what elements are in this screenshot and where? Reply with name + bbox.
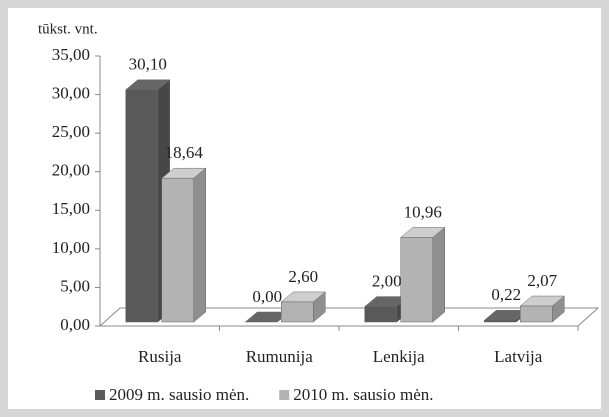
value-label: 30,10 — [129, 55, 167, 74]
x-tick-label: Lenkija — [373, 347, 425, 366]
bar-side — [432, 226, 445, 323]
floor — [98, 307, 600, 327]
value-label: 0,22 — [491, 285, 521, 304]
y-tick-label: 35,00 — [52, 45, 90, 64]
bar — [125, 79, 171, 323]
y-axis-label: tūkst. vnt. — [38, 21, 98, 37]
value-label: 10,96 — [404, 202, 442, 221]
bar — [519, 295, 565, 323]
bar-front — [520, 305, 553, 323]
x-tick-label: Latvija — [494, 347, 543, 366]
bar-front — [484, 320, 517, 323]
y-tick-label: 25,00 — [52, 122, 90, 141]
legend-swatch — [279, 390, 290, 400]
bar-front — [400, 237, 433, 323]
bar-front — [161, 177, 194, 323]
bar-front — [125, 89, 158, 323]
legend-swatch — [95, 390, 105, 400]
bar — [280, 291, 326, 323]
value-label: 2,60 — [288, 267, 318, 286]
y-tick-label: 5,00 — [60, 276, 90, 295]
value-label: 2,00 — [372, 271, 402, 290]
x-tick-label: Rumunija — [246, 347, 314, 366]
y-tick-label: 20,00 — [52, 161, 90, 180]
legend-label: 2009 m. sausio mėn. — [109, 385, 249, 404]
y-tick-label: 10,00 — [52, 238, 90, 257]
value-label: 18,64 — [165, 143, 204, 162]
y-tick-label: 15,00 — [52, 199, 90, 218]
y-tick-label: 0,00 — [60, 315, 90, 334]
bar-side — [193, 167, 206, 323]
value-label: 0,00 — [252, 287, 282, 306]
value-label: 2,07 — [527, 271, 557, 290]
bar-front — [281, 301, 314, 323]
bar — [400, 226, 446, 323]
bar-front — [364, 306, 397, 323]
y-tick-label: 30,00 — [52, 83, 90, 102]
legend-label: 2010 m. sausio mėn. — [293, 385, 433, 404]
x-tick-label: Rusija — [138, 347, 182, 366]
bar — [161, 167, 207, 323]
chart-area — [8, 8, 601, 409]
